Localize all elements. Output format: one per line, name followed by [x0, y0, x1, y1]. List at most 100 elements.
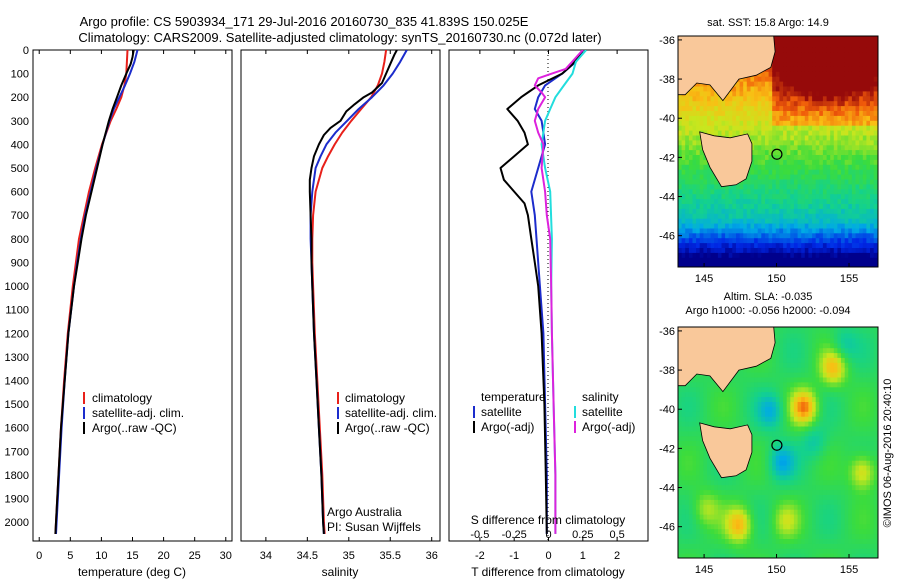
heatmap-cell: [808, 494, 813, 500]
heatmap-cell: [761, 81, 766, 87]
heatmap-cell: [812, 66, 817, 72]
heatmap-cell: [696, 115, 701, 121]
heatmap-cell: [750, 504, 755, 510]
heatmap-cell: [801, 489, 806, 495]
heatmap-cell: [710, 528, 715, 535]
heatmap-cell: [822, 174, 828, 180]
heatmap-cell: [815, 174, 820, 180]
heatmap-cell: [768, 164, 773, 170]
heatmap-cell: [746, 553, 751, 558]
heatmap-cell: [801, 401, 806, 407]
heatmap-cell: [768, 71, 773, 77]
heatmap-cell: [797, 51, 802, 58]
heatmap-cell: [714, 514, 719, 520]
heatmap-cell: [851, 71, 857, 77]
heatmap-cell: [743, 504, 748, 510]
heatmap-cell: [775, 518, 780, 525]
heatmap-cell: [866, 120, 871, 126]
heatmap-cell: [873, 149, 878, 155]
heatmap-cell: [848, 130, 853, 136]
heatmap-cell: [717, 518, 723, 525]
heatmap-cell: [681, 247, 686, 253]
heatmap-cell: [804, 198, 809, 204]
heatmap-cell: [692, 252, 697, 258]
heatmap-cell: [826, 85, 831, 92]
heatmap-cell: [692, 455, 697, 461]
heatmap-cell: [685, 455, 690, 461]
heatmap-cell: [728, 95, 733, 102]
heatmap-cell: [804, 76, 809, 82]
heatmap-cell: [739, 95, 744, 102]
heatmap-cell: [681, 518, 686, 525]
heatmap-cell: [801, 247, 806, 253]
heatmap-cell: [703, 509, 708, 515]
heatmap-cell: [870, 125, 875, 131]
heatmap-cell: [775, 252, 780, 258]
heatmap-cell: [837, 56, 842, 63]
heatmap-cell: [801, 430, 806, 437]
heatmap-cell: [685, 514, 690, 520]
heatmap-cell: [808, 328, 813, 334]
heatmap-cell: [761, 203, 766, 209]
heatmap-cell: [728, 381, 733, 388]
heatmap-cell: [743, 381, 748, 388]
heatmap-cell: [812, 543, 817, 549]
heatmap-cell: [844, 61, 849, 67]
heatmap-cell: [822, 183, 828, 190]
heatmap-cell: [717, 105, 723, 111]
heatmap-cell: [772, 198, 777, 204]
heatmap-cell: [808, 159, 813, 165]
heatmap-cell: [790, 164, 795, 170]
heatmap-cell: [775, 474, 780, 481]
heatmap-cell: [862, 95, 867, 102]
heatmap-cell: [699, 450, 704, 456]
heatmap-cell: [779, 71, 784, 77]
heatmap-cell: [765, 372, 770, 378]
heatmap-cell: [707, 460, 712, 466]
heatmap-cell: [728, 218, 733, 224]
heatmap-cell: [793, 223, 799, 229]
heatmap-cell: [692, 499, 697, 505]
legend-label-climatology: climatology: [92, 391, 152, 405]
heatmap-cell: [815, 499, 820, 505]
heatmap-cell: [768, 514, 773, 520]
heatmap-cell: [685, 120, 690, 126]
heatmap-cell: [808, 37, 813, 43]
heatmap-cell: [768, 474, 773, 481]
heatmap-cell: [844, 262, 849, 267]
heatmap-cell: [783, 183, 788, 190]
heatmap-cell: [765, 257, 770, 263]
heatmap-cell: [848, 213, 853, 219]
heatmap-cell: [685, 110, 690, 116]
heatmap-cell: [815, 134, 820, 141]
heatmap-cell: [797, 347, 802, 354]
heatmap-cell: [707, 257, 712, 263]
heatmap-cell: [743, 411, 748, 417]
heatmap-cell: [844, 218, 849, 224]
heatmap-cell: [862, 154, 867, 160]
heatmap-cell: [783, 362, 788, 368]
heatmap-cell: [804, 396, 809, 402]
heatmap-cell: [765, 494, 770, 500]
heatmap-cell: [873, 66, 878, 72]
heatmap-cell: [819, 90, 824, 97]
heatmap-cell: [812, 213, 817, 219]
heatmap-cell: [775, 347, 780, 354]
heatmap-cell: [685, 134, 690, 141]
heatmap-cell: [714, 100, 719, 107]
heatmap-cell: [681, 484, 686, 491]
heatmap-cell: [746, 76, 751, 82]
heatmap-cell: [812, 120, 817, 126]
heatmap-cell: [866, 105, 871, 111]
heatmap-cell: [768, 372, 773, 378]
heatmap-cell: [710, 110, 715, 116]
heatmap-cell: [848, 257, 853, 263]
heatmap-cell: [779, 347, 784, 354]
depth-tick-label: 1900: [5, 494, 29, 506]
heatmap-cell: [696, 386, 701, 393]
heatmap-cell: [703, 105, 708, 111]
heatmap-cell: [754, 81, 759, 87]
heatmap-cell: [786, 183, 791, 190]
heatmap-cell: [710, 208, 715, 214]
heatmap-cell: [790, 543, 795, 549]
